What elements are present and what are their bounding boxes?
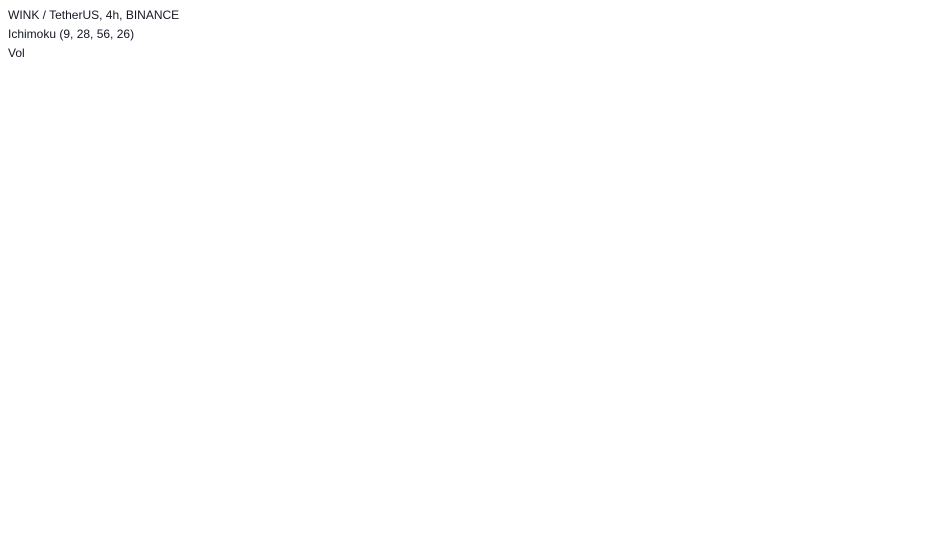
y-tick-label: 0.0027000 [878, 108, 930, 120]
level-tag-label: 0.0007102 [876, 251, 928, 263]
indicator-label: Vol [8, 46, 25, 60]
volume-bar [223, 507, 228, 522]
y-tick-label: 0.0008000 [878, 239, 930, 251]
volume-bar [350, 509, 355, 522]
volume-bar [241, 509, 246, 522]
y-tick-label: 0.0045000 [878, 54, 930, 66]
y-tick-label: 0.0001000 [878, 461, 930, 473]
y-tick-label: 0.0002200 [878, 377, 930, 389]
volume-bar [386, 497, 391, 522]
volume-bar [133, 484, 138, 522]
trend-line [0, 116, 873, 352]
symbol-tag-label: WINUSDT [828, 177, 875, 188]
x-tick-label: 19 [310, 534, 322, 546]
volume-bar [42, 447, 47, 522]
y-tick-label: 0.0060000 [878, 23, 930, 35]
y-tick-label: 0.0035000 [878, 81, 930, 93]
volume-bar [278, 512, 283, 522]
volume-bar [205, 512, 210, 522]
level-tag [872, 187, 932, 204]
y-tick-label: 0.0003000 [878, 344, 930, 356]
last-price-tag [872, 174, 932, 205]
volume-bar [30, 397, 35, 522]
x-tick-label: 5 [603, 534, 609, 546]
volume-bar [332, 512, 337, 522]
volume-bar [187, 507, 192, 522]
level-tag [872, 249, 932, 266]
trend-line [0, 85, 873, 306]
x-tick-label: May [523, 534, 545, 546]
price-line [1, 121, 471, 286]
y-tick-label: 0.0006000 [878, 269, 930, 281]
currency-box[interactable] [887, 1, 921, 25]
ichimoku-span [298, 176, 534, 212]
y-tick-label: 0.0075000 [878, 0, 930, 11]
x-tick-label: 17 [817, 534, 829, 546]
y-tick-label: 0.0000600 [878, 516, 930, 528]
volume-bar [314, 509, 319, 522]
volume-bar [53, 397, 58, 522]
trend-line [0, 156, 873, 385]
volume-bar [79, 478, 84, 522]
level-tag-label: 0.0012667 [876, 189, 928, 201]
volume-bar [169, 503, 174, 522]
x-tick-label: 26 [437, 534, 449, 546]
volume-bar [468, 514, 473, 522]
chart-title: WINK / TetherUS, 4h, BINANCE [8, 8, 180, 22]
volume-bar [60, 459, 65, 522]
countdown-label: 49:31 [876, 190, 904, 202]
currency-label: USDT [889, 7, 919, 19]
volume-bar [24, 503, 29, 522]
volume-bar [260, 509, 265, 522]
y-tick-label: 0.0001500 [878, 418, 930, 430]
last-price-label: 0.0014349 [876, 176, 928, 188]
volume-bar [151, 497, 156, 522]
volume-bar [422, 503, 427, 522]
volume-bar [97, 465, 102, 522]
ichimoku-span [298, 126, 534, 202]
volume-bar [368, 503, 373, 522]
y-tick-label: 0.0004500 [878, 300, 930, 312]
x-tick-label: 10 [690, 534, 702, 546]
volume-bar [395, 459, 400, 522]
volume-bar [115, 472, 120, 522]
y-tick-label: 0.0021000 [878, 135, 930, 147]
x-tick-label: 12 [184, 534, 196, 546]
volume-bar [459, 512, 464, 522]
volume-bar [296, 507, 301, 522]
indicator-label: Ichimoku (9, 28, 56, 26) [8, 27, 135, 41]
ichimoku-cloud [298, 127, 534, 211]
volume-bar [404, 484, 409, 522]
symbol-tag [824, 174, 871, 191]
x-tick-label: 5 [60, 534, 66, 546]
volume-bar [441, 509, 446, 522]
volume-bar [6, 509, 11, 522]
